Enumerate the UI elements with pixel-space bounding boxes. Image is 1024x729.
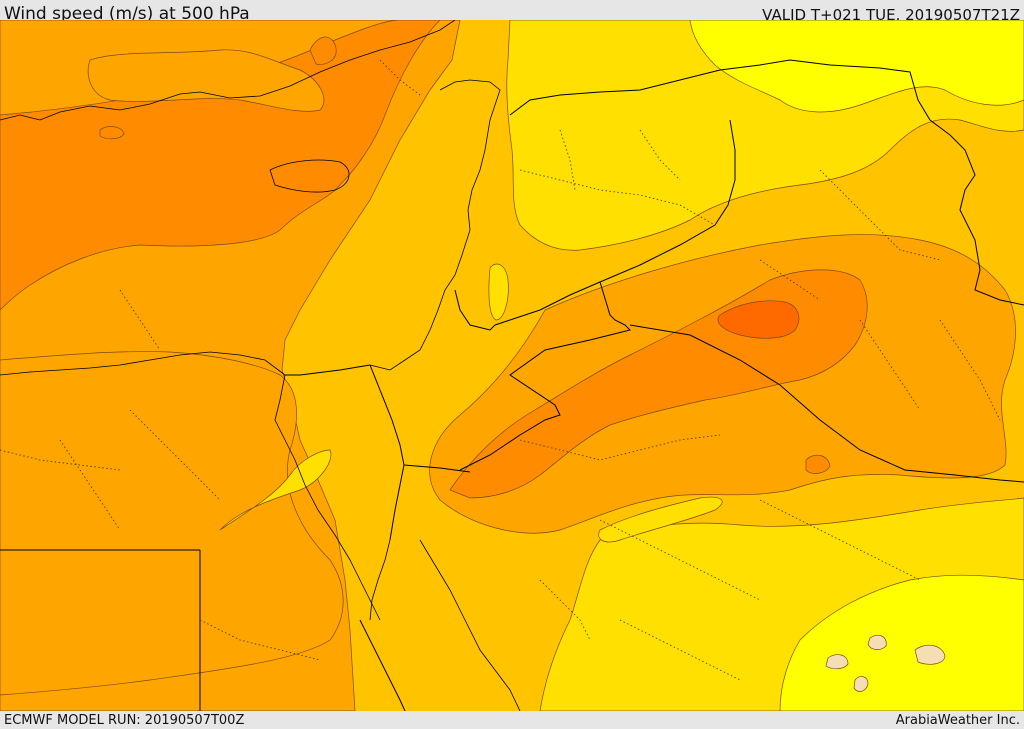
- credit-label: ArabiaWeather Inc.: [895, 713, 1020, 728]
- header-bar: Wind speed (m/s) at 500 hPa VALID T+021 …: [0, 0, 1024, 24]
- shading-deeporange-core: [717, 300, 800, 339]
- coastlines: [0, 20, 521, 711]
- map-title: Wind speed (m/s) at 500 hPa: [4, 4, 250, 24]
- shading-wheat-spot-2: [825, 654, 849, 670]
- country-borders: [0, 59, 1024, 711]
- province-borders: [0, 59, 1001, 681]
- shading-brightyellow-ne: [689, 20, 1024, 113]
- model-run: ECMWF MODEL RUN: 20190507T00Z: [4, 713, 245, 728]
- shading-yellow-blob-1: [488, 263, 509, 321]
- shading-orange-spot-3: [805, 454, 831, 474]
- shading-orange-spot-2: [309, 36, 337, 65]
- shading-yellow-blob-3: [598, 496, 723, 543]
- footer-bar: ECMWF MODEL RUN: 20190507T00Z ArabiaWeat…: [0, 711, 1024, 729]
- valid-time: VALID T+021 TUE. 20190507T21Z: [762, 6, 1020, 24]
- shading-wheat-spot-4: [853, 676, 869, 692]
- shading-orange-nwtop: [87, 49, 325, 112]
- shading-orange-sw: [0, 351, 344, 696]
- shading-wheat-spot-1: [914, 644, 946, 665]
- shading-brightyellow-se: [779, 574, 1024, 711]
- map-canvas: [0, 20, 1024, 711]
- wind-speed-map: [0, 20, 1024, 711]
- shading-yellow-blob-2: [219, 449, 332, 531]
- shading-wheat-spot-3: [867, 634, 887, 650]
- shading-orange-spot-1: [99, 126, 125, 140]
